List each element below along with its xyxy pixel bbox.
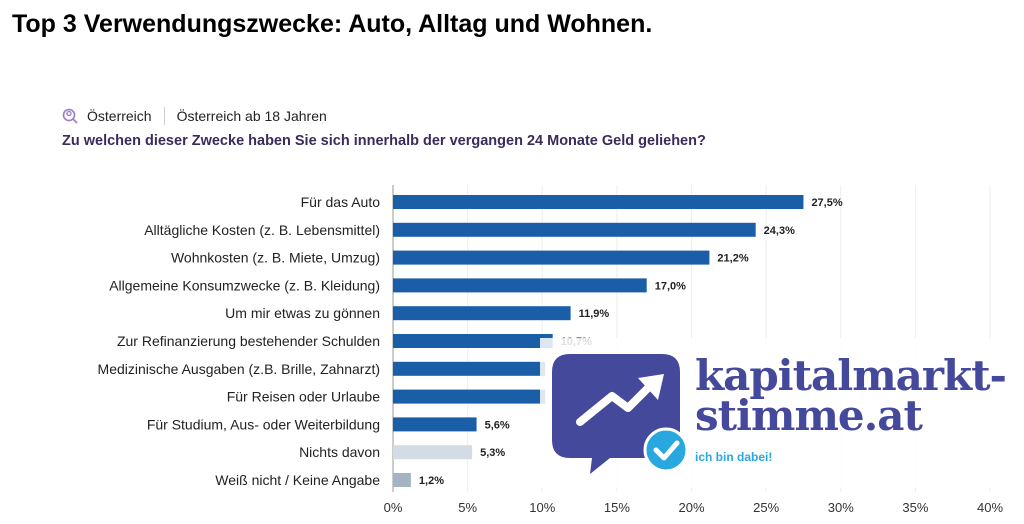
bar bbox=[393, 278, 647, 293]
population-label: Österreich ab 18 Jahren bbox=[176, 108, 327, 124]
category-label: Alltägliche Kosten (z. B. Lebensmittel) bbox=[144, 222, 380, 238]
category-label: Für Reisen oder Urlaube bbox=[227, 389, 381, 405]
x-tick-label: 40% bbox=[977, 500, 1003, 515]
logo-line1: kapitalmarkt- bbox=[695, 351, 1007, 400]
data-label: 5,3% bbox=[480, 447, 505, 459]
x-tick-label: 5% bbox=[458, 500, 477, 515]
category-label: Zur Refinanzierung bestehender Schulden bbox=[117, 333, 380, 349]
data-label: 5,6% bbox=[485, 419, 510, 431]
bar bbox=[393, 195, 804, 209]
data-label: 17,0% bbox=[655, 280, 686, 292]
x-tick-label: 25% bbox=[753, 500, 779, 515]
filter-bar: Österreich Österreich ab 18 Jahren bbox=[62, 107, 327, 125]
kapitalmarkt-stimme-logo: kapitalmarkt- stimme.at ich bin dabei! bbox=[550, 352, 1007, 482]
logo-line2: stimme.at bbox=[695, 391, 923, 440]
category-label: Nichts davon bbox=[299, 444, 380, 460]
x-tick-label: 30% bbox=[828, 500, 854, 515]
category-label: Um mir etwas zu gönnen bbox=[225, 305, 380, 321]
x-tick-label: 10% bbox=[529, 500, 555, 515]
chat-bubble-trend-icon bbox=[552, 354, 689, 474]
x-tick-label: 0% bbox=[384, 500, 403, 515]
data-label: 1,2% bbox=[419, 475, 444, 487]
region-label: Österreich bbox=[87, 108, 152, 124]
x-tick-label: 35% bbox=[902, 500, 928, 515]
category-label: Allgemeine Konsumzwecke (z. B. Kleidung) bbox=[109, 277, 380, 293]
category-label: Medizinische Ausgaben (z.B. Brille, Zahn… bbox=[98, 361, 380, 377]
x-tick-label: 20% bbox=[678, 500, 704, 515]
data-label: 27,5% bbox=[811, 197, 842, 209]
data-label: 24,3% bbox=[764, 225, 795, 237]
bar bbox=[393, 306, 571, 321]
category-label: Für Studium, Aus- oder Weiterbildung bbox=[147, 416, 380, 432]
bar bbox=[393, 417, 477, 432]
survey-question: Zu welchen dieser Zwecke haben Sie sich … bbox=[62, 133, 706, 149]
bar bbox=[393, 222, 756, 237]
page-title: Top 3 Verwendungszwecke: Auto, Alltag un… bbox=[12, 10, 653, 38]
logo-tagline: ich bin dabei! bbox=[695, 450, 773, 464]
bar bbox=[393, 334, 553, 348]
x-tick-label: 15% bbox=[604, 500, 630, 515]
category-label: Wohnkosten (z. B. Miete, Umzug) bbox=[171, 250, 380, 266]
data-label: 11,9% bbox=[579, 308, 610, 320]
bar bbox=[393, 445, 473, 460]
bar bbox=[393, 389, 546, 404]
data-label: 21,2% bbox=[717, 253, 748, 265]
category-label: Für das Auto bbox=[301, 194, 381, 210]
bar bbox=[393, 473, 411, 487]
category-label: Weiß nicht / Keine Angabe bbox=[215, 472, 380, 488]
person-search-icon bbox=[62, 108, 78, 124]
divider bbox=[163, 107, 165, 125]
bar bbox=[393, 250, 710, 265]
bar bbox=[393, 361, 546, 376]
